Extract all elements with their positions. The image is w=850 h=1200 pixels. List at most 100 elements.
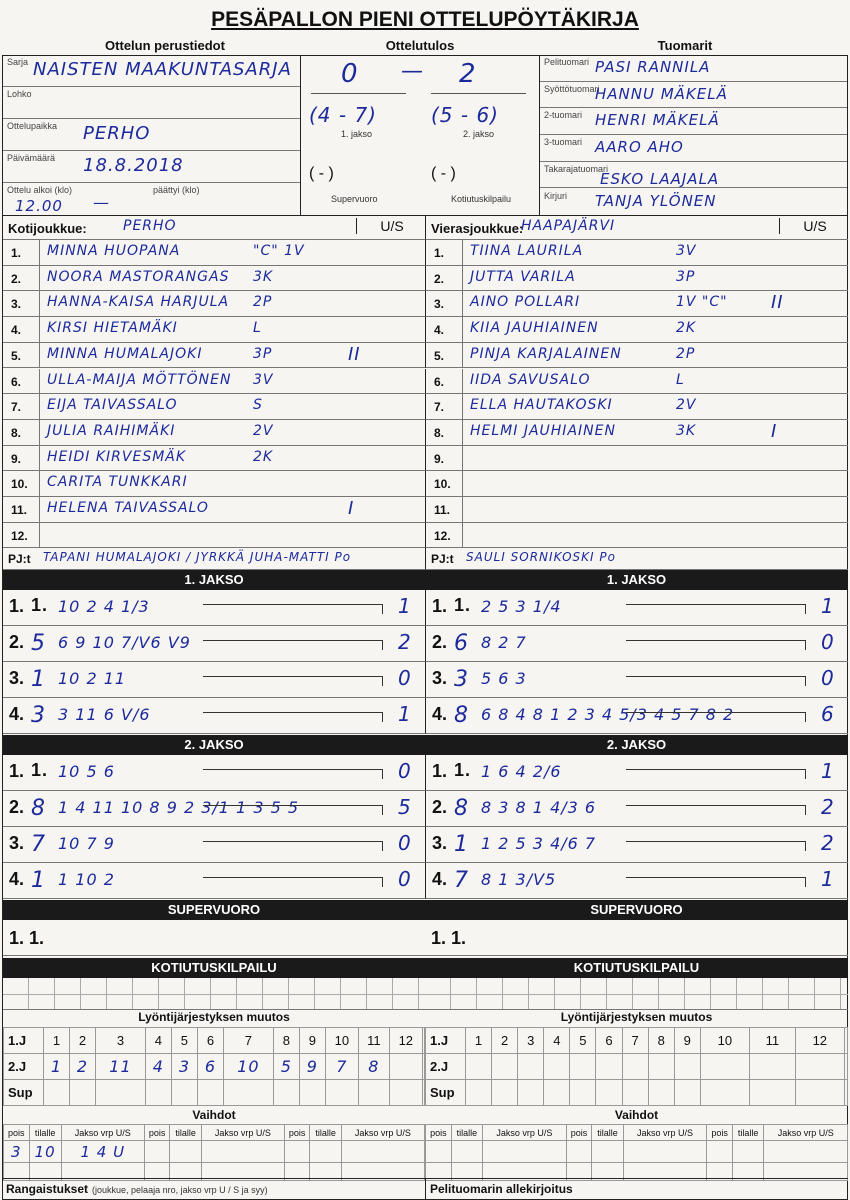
order-cell[interactable] [491,1079,519,1106]
subs-cell[interactable] [482,1162,567,1181]
player-row[interactable]: 1. MINNA HUOPANA "C" 1V [3,240,425,266]
order-cell[interactable]: 1 [42,1053,71,1080]
basic-field[interactable]: Ottelu alkoi (klo) 12.00 päättyi (klo) — [3,183,300,215]
order-cell[interactable]: 10 [699,1027,750,1054]
order-cell[interactable]: 4 [543,1027,571,1054]
kotiutus-grid[interactable] [3,978,425,1010]
order-cell[interactable] [464,1079,493,1106]
order-cell[interactable] [595,1079,623,1106]
order-cell[interactable]: 7 [222,1027,274,1054]
subs-cell[interactable]: 1 4 U [60,1140,145,1163]
order-cell[interactable] [569,1053,597,1080]
inning-row[interactable]: 1. 1. 2 5 3 1/4 1 [425,590,848,626]
order-cell[interactable]: 7 [324,1053,359,1080]
order-cell[interactable]: 6 [196,1053,224,1080]
subs-cell[interactable] [706,1140,733,1163]
inning-row[interactable]: 4. 3 3 11 6 V/6 1 [3,698,425,734]
player-row[interactable]: 1. TIINA LAURILA 3V [425,240,848,266]
order-cell[interactable] [388,1079,423,1106]
order-cell[interactable] [517,1079,545,1106]
player-row[interactable]: 6. IIDA SAVUSALO L [425,368,848,395]
order-cell[interactable]: 12 [388,1027,423,1054]
order-cell[interactable] [748,1053,796,1080]
player-row[interactable]: 8. JULIA RAIHIMÄKI 2V [3,419,425,446]
order-cell[interactable]: 9 [298,1053,326,1080]
order-cell[interactable]: 8 [357,1053,390,1080]
order-cell[interactable] [673,1079,701,1106]
home-us-selector[interactable]: U/S [356,218,421,234]
inning-row[interactable]: 4. 1 1 10 2 0 [3,863,425,899]
supervuoro-row[interactable]: 1. 1. [3,920,425,956]
order-cell[interactable] [357,1079,390,1106]
order-cell[interactable]: 10 [222,1053,274,1080]
referee-field[interactable]: 2-tuomari HENRI MÄKELÄ [540,108,847,136]
order-cell[interactable] [699,1053,750,1080]
order-cell[interactable]: 3 [517,1027,545,1054]
order-cell[interactable] [272,1079,300,1106]
basic-field[interactable]: Päivämäärä 18.8.2018 [3,151,300,183]
referee-field[interactable]: Takarajatuomari ESKO LAAJALA [540,162,847,189]
player-row[interactable]: 2. NOORA MASTORANGAS 3K [3,265,425,292]
basic-field[interactable]: Sarja NAISTEN MAAKUNTASARJA [3,55,300,87]
order-cell[interactable]: 1 [464,1027,493,1054]
order-cell[interactable] [647,1079,675,1106]
inning-row[interactable]: 1. 1. 10 2 4 1/3 1 [3,590,425,626]
subs-cell[interactable] [340,1162,426,1181]
subs-cell[interactable] [283,1140,311,1163]
order-cell[interactable] [843,1079,849,1106]
order-cell[interactable] [699,1079,750,1106]
inning-row[interactable]: 3. 3 5 6 3 0 [425,662,848,698]
subs-cell[interactable] [309,1162,342,1181]
player-row[interactable]: 4. KIRSI HIETAMÄKI L [3,317,425,343]
order-cell[interactable] [298,1079,326,1106]
order-cell[interactable] [491,1053,519,1080]
subs-cell[interactable] [143,1140,171,1163]
inning-row[interactable]: 2. 8 8 3 8 1 4/3 6 2 [425,791,848,827]
player-row[interactable]: 3. HANNA-KAISA HARJULA 2P [3,291,425,318]
kotiutus-grid[interactable] [425,978,848,1010]
basic-field[interactable]: Lohko [3,87,300,119]
subs-cell[interactable] [706,1162,733,1181]
order-cell[interactable] [388,1053,423,1080]
player-row[interactable]: 12. [3,522,425,549]
away-us-selector[interactable]: U/S [779,218,844,234]
subs-cell[interactable] [309,1140,342,1163]
subs-cell[interactable] [28,1162,62,1181]
subs-cell[interactable] [450,1140,484,1163]
subs-cell[interactable] [565,1140,593,1163]
player-row[interactable]: 8. HELMI JAUHIAINEN 3K I [425,419,848,446]
order-cell[interactable] [621,1079,649,1106]
order-cell[interactable] [569,1079,597,1106]
order-cell[interactable]: 11 [95,1053,146,1080]
order-cell[interactable]: 3 [170,1053,198,1080]
player-row[interactable]: 3. AINO POLLARI 1V "C" II [425,291,848,318]
order-cell[interactable] [595,1053,623,1080]
subs-cell[interactable] [763,1162,848,1181]
inning-row[interactable]: 3. 7 10 7 9 0 [3,827,425,863]
subs-cell[interactable] [763,1140,848,1163]
referee-field[interactable]: Pelituomari PASI RANNILA [540,55,847,82]
subs-cell[interactable]: 10 [28,1140,62,1163]
order-cell[interactable]: 3 [95,1027,146,1054]
order-cell[interactable] [95,1079,146,1106]
supervuoro-row[interactable]: 1. 1. [425,920,848,956]
order-cell[interactable]: 2 [69,1053,97,1080]
order-cell[interactable] [464,1053,493,1080]
player-row[interactable]: 11. [425,497,848,523]
order-cell[interactable]: 2 [69,1027,97,1054]
order-cell[interactable] [196,1079,224,1106]
order-cell[interactable] [673,1053,701,1080]
order-cell[interactable]: 6 [196,1027,224,1054]
subs-cell[interactable] [425,1162,452,1181]
inning-row[interactable]: 2. 5 6 9 10 7/V6 V9 2 [3,626,425,662]
order-cell[interactable]: 11 [748,1027,796,1054]
inning-row[interactable]: 4. 8 6 8 4 8 1 2 3 4 5/3 4 5 7 8 2 6 [425,698,848,734]
player-row[interactable]: 4. KIIA JAUHIAINEN 2K [425,317,848,343]
player-row[interactable]: 5. PINJA KARJALAINEN 2P [425,342,848,369]
inning-row[interactable]: 2. 8 1 4 11 10 8 9 2 3/1 1 3 5 5 5 [3,791,425,827]
basic-field[interactable]: Ottelupaikka PERHO [3,119,300,151]
order-cell[interactable] [843,1053,849,1080]
order-cell[interactable]: 6 [595,1027,623,1054]
subs-cell[interactable] [565,1162,593,1181]
inning-row[interactable]: 1. 1. 10 5 6 0 [3,755,425,791]
